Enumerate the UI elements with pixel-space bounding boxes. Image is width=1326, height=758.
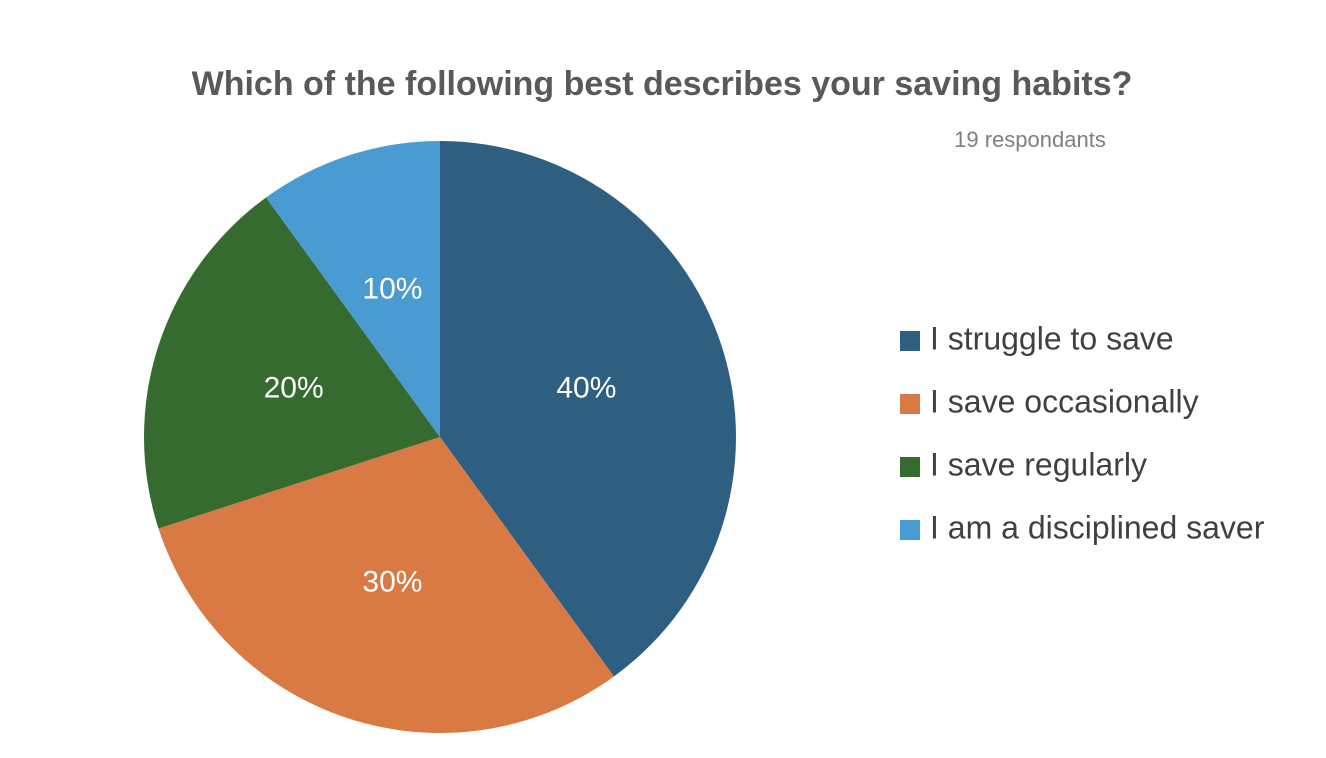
data-label: 20% (264, 371, 324, 404)
pie-slice (440, 141, 736, 677)
chart-subtitle: 19 respondants (954, 127, 1106, 152)
legend-label: I save regularly (930, 446, 1147, 482)
data-label: 10% (362, 273, 422, 306)
legend-swatch (900, 331, 920, 351)
chart-title: Which of the following best describes yo… (192, 65, 1133, 103)
legend-label: I save occasionally (930, 383, 1199, 419)
legend-label: I struggle to save (930, 320, 1174, 356)
data-label: 30% (362, 565, 422, 598)
legend-label: I am a disciplined saver (930, 509, 1265, 545)
pie-slice (266, 141, 440, 437)
data-label: 40% (556, 371, 616, 404)
legend-swatch (900, 457, 920, 477)
legend-swatch (900, 394, 920, 414)
pie-slice (143, 197, 440, 529)
pie-slice (158, 437, 614, 734)
legend-swatch (900, 520, 920, 540)
